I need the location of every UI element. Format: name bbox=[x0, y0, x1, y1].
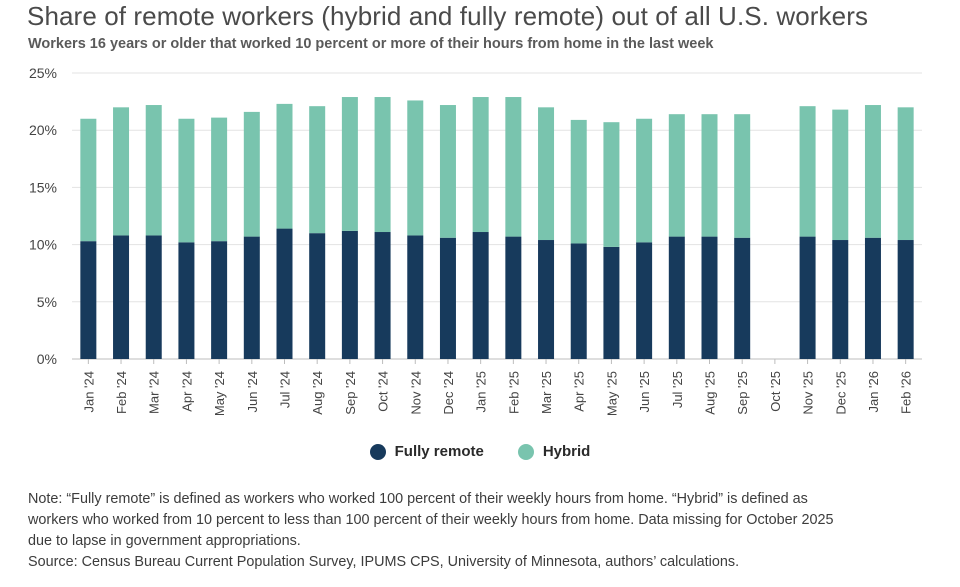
bar-fully-remote bbox=[211, 241, 228, 359]
bar-fully-remote bbox=[636, 242, 653, 359]
x-tick-label: Jul '24 bbox=[278, 371, 293, 408]
bar-fully-remote bbox=[799, 236, 816, 359]
bar-fully-remote bbox=[897, 240, 914, 359]
bar-fully-remote bbox=[341, 230, 358, 359]
x-tick-label: Sep '24 bbox=[343, 371, 358, 415]
bar-hybrid bbox=[897, 107, 914, 241]
stacked-bar-chart: 0% 5% 10% 15% 20% 25% Jan '24 Feb '24 Mar '24 Apr… bbox=[29, 65, 922, 416]
bar-fully-remote bbox=[472, 232, 489, 359]
legend-item-fully-remote: Fully remote bbox=[369, 443, 484, 460]
x-tick-label: Apr '25 bbox=[572, 371, 587, 412]
x-tick-label: Apr '24 bbox=[179, 371, 194, 412]
x-tick-label: Aug '24 bbox=[310, 371, 325, 415]
y-tick-label: 15% bbox=[29, 179, 57, 195]
x-tick-label: Feb '25 bbox=[506, 371, 521, 414]
note-line: due to lapse in government appropriation… bbox=[28, 533, 301, 549]
x-tick-label: Jun '24 bbox=[245, 371, 260, 413]
bar-fully-remote bbox=[309, 233, 326, 359]
legend-swatch-hybrid bbox=[517, 443, 534, 460]
source-line: Source: Census Bureau Current Population… bbox=[28, 554, 740, 570]
bar-hybrid bbox=[374, 97, 391, 233]
x-tick-label: Mar '24 bbox=[147, 371, 162, 414]
bar-fully-remote bbox=[538, 240, 555, 359]
x-tick-label: Feb '24 bbox=[114, 371, 129, 414]
bar-hybrid bbox=[701, 114, 718, 237]
bar-fully-remote bbox=[439, 237, 456, 359]
bar-fully-remote bbox=[864, 237, 881, 359]
y-tick-label: 10% bbox=[29, 237, 57, 253]
legend-swatch-fully-remote bbox=[369, 443, 386, 460]
chart-title: Share of remote workers (hybrid and full… bbox=[27, 1, 869, 31]
bar-fully-remote bbox=[145, 235, 162, 359]
bar-fully-remote bbox=[668, 236, 685, 359]
legend-item-hybrid: Hybrid bbox=[517, 443, 591, 460]
y-tick-label: 0% bbox=[37, 351, 57, 367]
bar-hybrid bbox=[864, 105, 881, 238]
bar-fully-remote bbox=[374, 232, 391, 359]
legend-label-hybrid: Hybrid bbox=[542, 443, 591, 460]
bar-hybrid bbox=[570, 119, 587, 244]
bar-hybrid bbox=[113, 107, 130, 236]
bar-fully-remote bbox=[243, 236, 260, 359]
chart-subtitle: Workers 16 years or older that worked 10… bbox=[28, 36, 714, 52]
bar-hybrid bbox=[80, 118, 97, 242]
chart-note: Note: “Fully remote” is defined as worke… bbox=[28, 489, 938, 573]
bar-hybrid bbox=[636, 118, 653, 243]
bar-hybrid bbox=[243, 111, 260, 237]
note-line: workers who worked from 10 percent to le… bbox=[28, 512, 834, 528]
x-tick-label: Jan '26 bbox=[866, 371, 881, 413]
x-tick-label: Sep '25 bbox=[735, 371, 750, 415]
x-tick-label: Oct '24 bbox=[376, 371, 391, 412]
note-line: Note: “Fully remote” is defined as worke… bbox=[28, 491, 808, 507]
x-tick-label: Jan '25 bbox=[474, 371, 489, 413]
x-tick-label: Oct '25 bbox=[768, 371, 783, 412]
bar-hybrid bbox=[178, 118, 195, 243]
bar-fully-remote bbox=[570, 243, 587, 359]
x-tick-label: Aug '25 bbox=[703, 371, 718, 415]
bar-hybrid bbox=[407, 100, 424, 236]
bar-hybrid bbox=[341, 97, 358, 231]
x-tick-label: Jun '25 bbox=[637, 371, 652, 413]
x-tick-label: Nov '24 bbox=[408, 371, 423, 415]
x-tick-label: Feb '26 bbox=[899, 371, 914, 414]
x-tick-label: May '24 bbox=[212, 371, 227, 416]
x-tick-label: Dec '24 bbox=[441, 371, 456, 415]
bar-hybrid bbox=[145, 105, 162, 236]
bar-fully-remote bbox=[407, 235, 424, 359]
bar-hybrid bbox=[276, 103, 293, 229]
bar-hybrid bbox=[538, 107, 555, 241]
bar-fully-remote bbox=[701, 236, 718, 359]
x-tick-label: Jan '24 bbox=[81, 371, 96, 413]
bar-hybrid bbox=[211, 117, 228, 242]
bar-hybrid bbox=[439, 105, 456, 238]
bar-fully-remote bbox=[80, 241, 97, 359]
y-tick-label: 5% bbox=[37, 294, 57, 310]
x-tick-label: May '25 bbox=[604, 371, 619, 416]
bar-hybrid bbox=[668, 114, 685, 237]
bar-hybrid bbox=[505, 97, 522, 237]
bar-fully-remote bbox=[178, 242, 195, 359]
bar-fully-remote bbox=[505, 236, 522, 359]
legend-label-fully-remote: Fully remote bbox=[394, 443, 484, 460]
bar-hybrid bbox=[832, 109, 849, 241]
x-tick-label: Nov '25 bbox=[801, 371, 816, 415]
bar-hybrid bbox=[603, 122, 620, 247]
x-tick-label: Jul '25 bbox=[670, 371, 685, 408]
bar-fully-remote bbox=[603, 246, 620, 359]
x-tick-label: Mar '25 bbox=[539, 371, 554, 414]
bar-hybrid bbox=[734, 114, 751, 238]
y-tick-label: 20% bbox=[29, 122, 57, 138]
bar-fully-remote bbox=[734, 237, 751, 359]
y-tick-label: 25% bbox=[29, 65, 57, 81]
bar-hybrid bbox=[309, 106, 326, 234]
bar-hybrid bbox=[799, 106, 816, 237]
legend: Fully remote Hybrid bbox=[0, 443, 960, 460]
bar-fully-remote bbox=[832, 240, 849, 359]
bar-hybrid bbox=[472, 97, 489, 233]
bar-fully-remote bbox=[276, 228, 293, 359]
bar-fully-remote bbox=[113, 235, 130, 359]
x-tick-label: Dec '25 bbox=[833, 371, 848, 415]
